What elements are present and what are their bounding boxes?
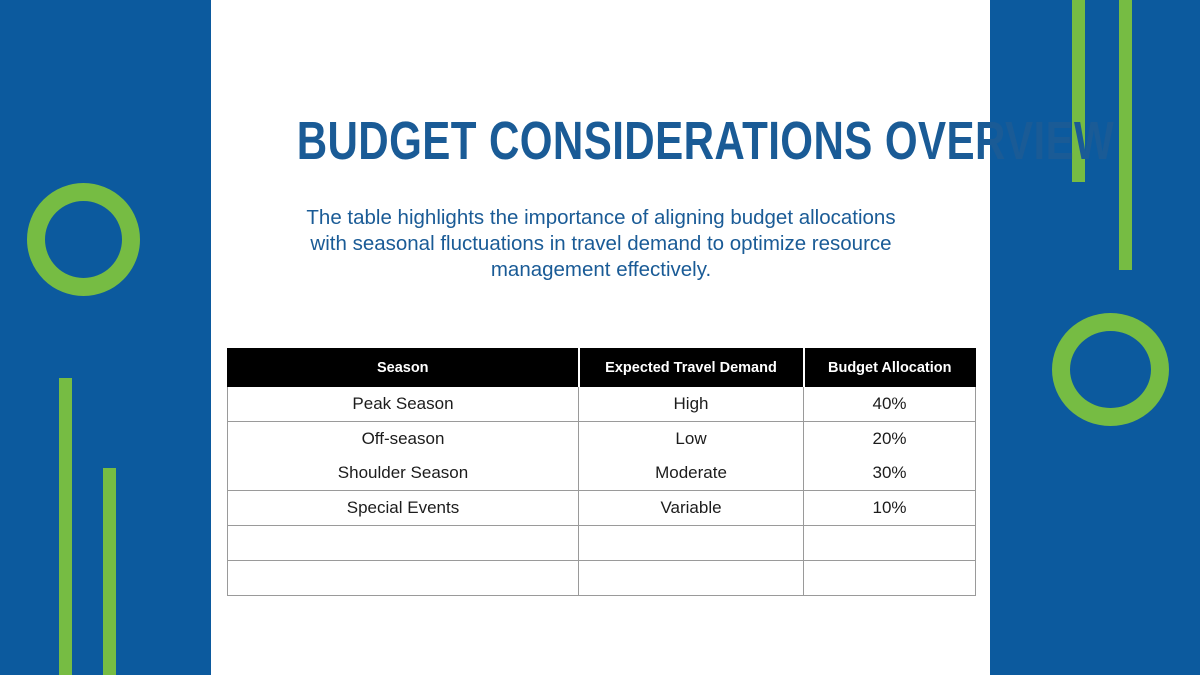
cell-budget: 40% xyxy=(803,386,976,422)
cell-demand xyxy=(578,560,804,596)
table-row: Off-season Low 20% xyxy=(227,421,976,456)
column-header-season: Season xyxy=(227,348,580,387)
cell-budget xyxy=(803,560,976,596)
green-bar-left-1 xyxy=(59,378,72,675)
page-title: BUDGET CONSIDERATIONS OVERVIEW xyxy=(296,111,1115,171)
table-header-row: Season Expected Travel Demand Budget All… xyxy=(227,348,976,387)
cell-budget: 20% xyxy=(803,421,976,456)
table-row: Special Events Variable 10% xyxy=(227,490,976,526)
column-header-demand: Expected Travel Demand xyxy=(578,348,805,387)
green-ring-right-icon xyxy=(1052,313,1169,426)
table-row xyxy=(227,560,976,596)
green-bar-left-2 xyxy=(103,468,116,675)
cell-demand: Moderate xyxy=(578,456,804,491)
cell-demand: Low xyxy=(578,421,804,456)
green-ring-left-icon xyxy=(27,183,140,296)
cell-budget: 10% xyxy=(803,490,976,526)
cell-season: Special Events xyxy=(227,490,579,526)
cell-spacer xyxy=(803,525,976,561)
table-row-spacer xyxy=(227,525,976,561)
table-row: Peak Season High 40% xyxy=(227,386,976,422)
cell-demand: High xyxy=(578,386,804,422)
cell-season: Peak Season xyxy=(227,386,579,422)
cell-spacer xyxy=(578,525,804,561)
green-bar-right-2 xyxy=(1119,0,1132,270)
budget-considerations-table: Season Expected Travel Demand Budget All… xyxy=(227,348,976,596)
table-row: Shoulder Season Moderate 30% xyxy=(227,456,976,491)
cell-budget: 30% xyxy=(803,456,976,491)
cell-demand: Variable xyxy=(578,490,804,526)
cell-season: Off-season xyxy=(227,421,579,456)
green-bar-right-1 xyxy=(1072,0,1085,182)
cell-spacer xyxy=(227,525,579,561)
slide-subtitle: The table highlights the importance of a… xyxy=(306,206,896,281)
cell-season: Shoulder Season xyxy=(227,456,579,491)
column-header-budget: Budget Allocation xyxy=(803,348,976,387)
cell-season xyxy=(227,560,579,596)
slide-content: BUDGET CONSIDERATIONS OVERVIEW The table… xyxy=(211,0,1115,675)
